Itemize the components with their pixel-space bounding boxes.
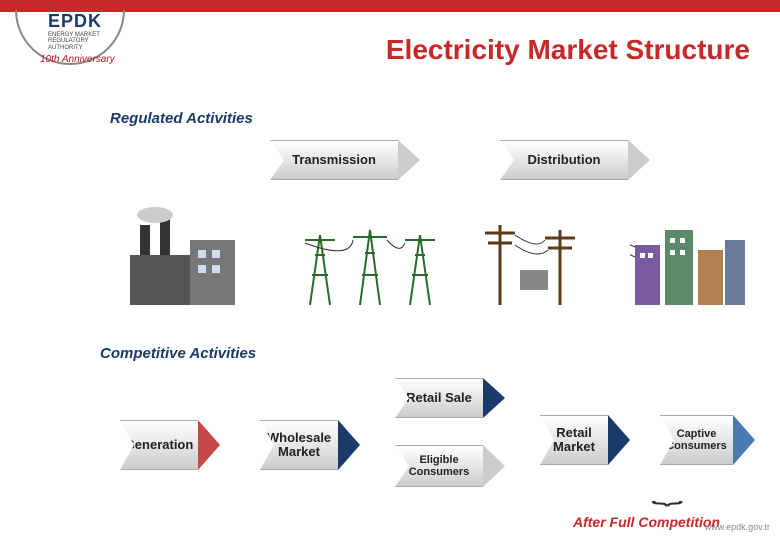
logo-line2: REGULATORY AUTHORITY bbox=[48, 38, 102, 51]
page-title: Electricity Market Structure bbox=[386, 34, 750, 66]
chev-wholesale: Wholesale Market bbox=[260, 420, 360, 470]
chev-captive: Captive Consumers bbox=[660, 415, 755, 465]
header: EPDK ENERGY MARKET REGULATORY AUTHORITY … bbox=[0, 12, 780, 72]
illus-city bbox=[630, 205, 750, 315]
chev-captive-label: Captive Consumers bbox=[666, 428, 727, 452]
chev-distribution-label: Distribution bbox=[528, 153, 601, 167]
illus-transmission-towers bbox=[290, 205, 450, 315]
chev-wholesale-label: Wholesale Market bbox=[267, 431, 331, 460]
after-competition-label: After Full Competition bbox=[573, 514, 720, 530]
chev-generation-label: Generation bbox=[125, 438, 194, 452]
chev-retail-sale-label: Retail Sale bbox=[406, 391, 472, 405]
chev-retail-sale: Retail Sale bbox=[395, 378, 505, 418]
anniversary-text: 10th Anniversary bbox=[40, 54, 115, 65]
footer-url: www.epdk.gov.tr bbox=[705, 522, 770, 532]
illus-distribution-poles bbox=[470, 205, 610, 315]
logo-line1: ENERGY MARKET bbox=[48, 32, 102, 39]
chev-retail-market: Retail Market bbox=[540, 415, 630, 465]
brace-icon: ⏟ bbox=[651, 478, 683, 506]
logo-brand: EPDK bbox=[48, 12, 102, 32]
chev-transmission: Transmission bbox=[270, 140, 420, 180]
chev-transmission-label: Transmission bbox=[292, 153, 376, 167]
chev-generation: Generation bbox=[120, 420, 220, 470]
chev-eligible-label: Eligible Consumers bbox=[409, 454, 470, 478]
section-regulated: Regulated Activities bbox=[110, 110, 253, 127]
chev-retail-market-label: Retail Market bbox=[553, 426, 595, 455]
chev-distribution: Distribution bbox=[500, 140, 650, 180]
illus-powerplant bbox=[120, 205, 250, 315]
section-competitive: Competitive Activities bbox=[100, 345, 256, 362]
chev-eligible: Eligible Consumers bbox=[395, 445, 505, 487]
